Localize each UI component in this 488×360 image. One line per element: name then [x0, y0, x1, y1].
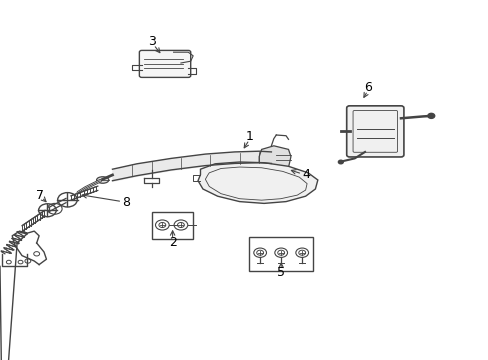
Circle shape — [427, 113, 434, 118]
FancyBboxPatch shape — [346, 106, 403, 157]
Ellipse shape — [96, 177, 108, 183]
Polygon shape — [198, 162, 317, 203]
Text: 3: 3 — [147, 35, 155, 48]
Text: 2: 2 — [168, 236, 176, 249]
Circle shape — [338, 160, 343, 164]
Text: 6: 6 — [363, 81, 371, 94]
Bar — [249, 237, 312, 271]
Bar — [151, 212, 193, 239]
Text: 4: 4 — [302, 168, 309, 181]
Text: 8: 8 — [122, 196, 130, 209]
Text: 5: 5 — [277, 266, 285, 279]
FancyBboxPatch shape — [139, 50, 190, 77]
Text: 7: 7 — [36, 189, 44, 202]
Text: 1: 1 — [245, 130, 253, 143]
Polygon shape — [259, 146, 290, 171]
